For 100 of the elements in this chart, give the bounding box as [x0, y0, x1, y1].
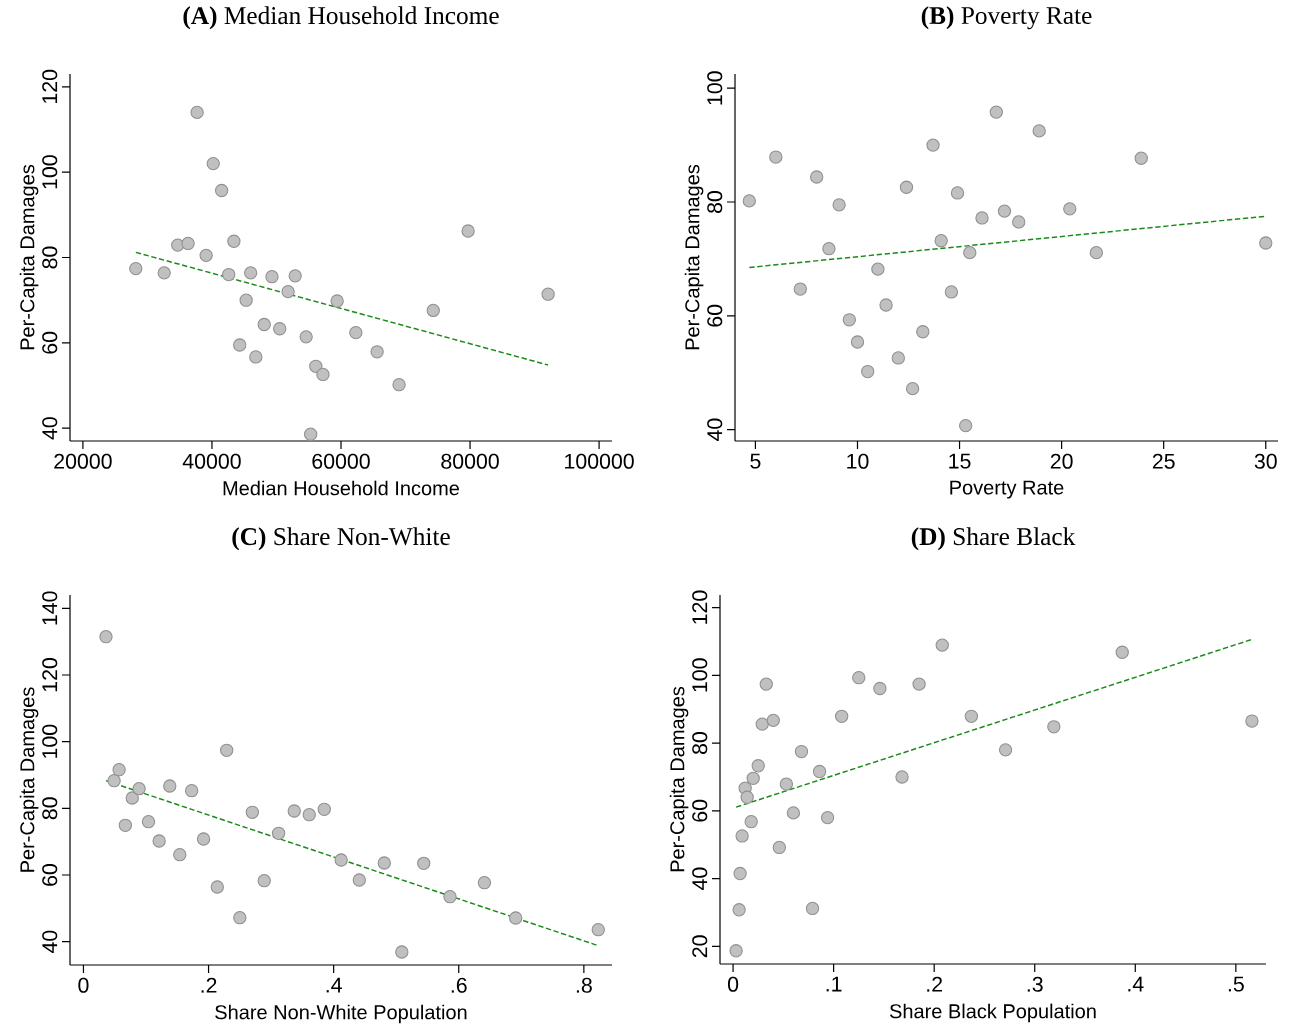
y-tick-label: 100	[42, 155, 58, 189]
point	[926, 138, 940, 152]
y-tick-label: 60	[42, 863, 58, 886]
point	[751, 759, 765, 773]
point	[196, 832, 211, 846]
point	[370, 345, 384, 359]
x-axis-title: Poverty Rate	[950, 480, 1064, 499]
y-tick-label: 80	[42, 797, 58, 820]
point	[852, 671, 866, 685]
point	[772, 840, 787, 855]
point	[820, 810, 835, 825]
point	[477, 875, 492, 890]
point	[895, 770, 909, 784]
point	[171, 238, 185, 252]
point	[281, 284, 295, 299]
point	[963, 245, 977, 260]
point	[132, 781, 146, 796]
x-tick-label: .5	[1228, 976, 1244, 992]
x-tick-label: .8	[576, 977, 592, 993]
point	[1115, 645, 1129, 659]
point	[732, 903, 746, 917]
point	[249, 350, 263, 364]
point	[287, 804, 301, 818]
point	[239, 293, 253, 307]
point	[975, 211, 989, 225]
x-tick-label: .1	[826, 976, 842, 992]
point	[964, 709, 979, 723]
point	[805, 901, 820, 916]
y-tick-label: 60	[707, 304, 723, 327]
point	[112, 762, 126, 777]
point	[729, 944, 743, 958]
point	[935, 638, 949, 652]
point	[257, 317, 271, 332]
point	[395, 945, 409, 959]
x-tick-label: .4	[1128, 976, 1144, 992]
x-tick-label: 0	[78, 977, 89, 993]
point	[766, 713, 780, 728]
point	[302, 807, 316, 822]
point	[733, 866, 747, 881]
point	[173, 847, 187, 862]
x-tick-label: 100000	[565, 453, 634, 469]
point	[426, 303, 440, 318]
point	[812, 764, 827, 779]
point	[461, 224, 475, 238]
chart-title: (A) Median Household Income	[183, 6, 499, 30]
point	[288, 269, 302, 283]
point	[786, 806, 801, 820]
point	[871, 262, 885, 276]
point	[912, 677, 926, 691]
point	[349, 325, 363, 340]
y-tick-label: 140	[42, 591, 58, 625]
point	[273, 322, 287, 336]
point	[832, 198, 846, 212]
point	[950, 186, 965, 200]
point	[227, 234, 241, 248]
y-axis-title: Per-Capita Damages	[684, 164, 704, 350]
point	[1259, 236, 1273, 250]
x-tick-label: 40000	[182, 453, 241, 469]
y-axis-title: Per-Capita Damages	[669, 686, 689, 872]
y-tick-label: 40	[707, 418, 723, 441]
chart-title: (B) Poverty Rate	[921, 6, 1092, 30]
point	[163, 779, 177, 793]
point	[210, 880, 224, 894]
point	[742, 194, 756, 208]
point	[377, 856, 391, 870]
point	[265, 270, 279, 284]
x-tick-label: 30	[1254, 453, 1277, 469]
y-tick-label: 60	[42, 331, 58, 354]
point	[330, 294, 344, 308]
point	[735, 829, 749, 843]
point	[916, 325, 930, 339]
point	[891, 351, 905, 365]
point	[740, 790, 754, 804]
x-axis-title: Share Black Population	[889, 1003, 1096, 1023]
point	[809, 170, 824, 184]
y-tick-label: 20	[692, 935, 708, 958]
point	[316, 367, 330, 382]
point	[997, 204, 1012, 218]
y-tick-label: 80	[707, 191, 723, 213]
y-tick-label: 60	[692, 799, 708, 822]
point	[905, 381, 920, 396]
x-tick-label: 20	[1050, 453, 1073, 469]
point	[233, 338, 247, 352]
x-tick-label: 25	[1152, 453, 1175, 469]
y-tick-label: 40	[42, 417, 58, 440]
point	[1089, 245, 1103, 260]
point	[861, 364, 875, 379]
point	[998, 743, 1013, 757]
x-tick-label: 20000	[54, 453, 112, 469]
point	[879, 298, 893, 312]
point	[392, 377, 406, 392]
point	[152, 834, 166, 848]
y-axis-title: Per-Capita Damages	[19, 687, 39, 872]
point	[271, 826, 286, 840]
y-tick-label: 40	[42, 930, 58, 954]
point	[1047, 720, 1061, 734]
x-axis-title: Median Household Income	[223, 480, 459, 496]
point	[181, 236, 195, 251]
x-tick-label: 10	[847, 453, 869, 469]
chart-title: (D) Share Black	[911, 527, 1076, 551]
